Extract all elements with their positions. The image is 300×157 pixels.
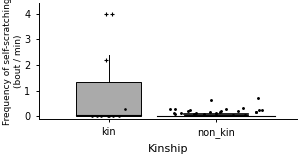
Y-axis label: Frequency of self-scratching
(bout / min): Frequency of self-scratching (bout / min… <box>4 0 23 125</box>
Bar <box>184 115 248 116</box>
X-axis label: Kinship: Kinship <box>147 143 188 154</box>
Bar <box>76 82 141 116</box>
